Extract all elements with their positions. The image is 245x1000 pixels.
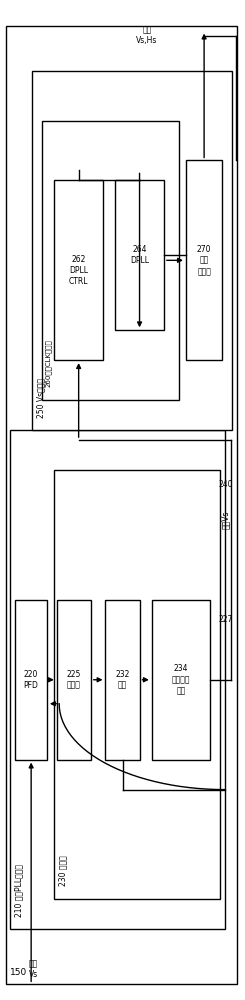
Text: 234
分数步长
控制: 234 分数步长 控制: [172, 664, 190, 695]
Bar: [115, 180, 164, 330]
Text: 270
定时
发生器: 270 定时 发生器: [197, 245, 211, 276]
Bar: [11, 430, 225, 929]
Text: 250 Vs发生器: 250 Vs发生器: [36, 378, 45, 418]
Text: 输入
Vs: 输入 Vs: [29, 959, 38, 979]
Bar: [42, 121, 179, 400]
Text: 240: 240: [219, 480, 233, 489]
Bar: [57, 600, 91, 760]
Bar: [152, 600, 210, 760]
Bar: [54, 470, 220, 899]
Text: 232
修剪: 232 修剪: [115, 670, 130, 690]
Text: 227: 227: [219, 615, 233, 624]
Bar: [15, 600, 47, 760]
Text: 264
DPLL: 264 DPLL: [130, 245, 149, 265]
Text: 输出Vs: 输出Vs: [221, 511, 230, 529]
Bar: [105, 600, 140, 760]
Text: 260像素CLK发生器: 260像素CLK发生器: [45, 339, 52, 387]
Text: 262
DPLL
CTRL: 262 DPLL CTRL: [69, 255, 88, 286]
Bar: [32, 71, 232, 430]
Text: 输出
Vs,Hs: 输出 Vs,Hs: [136, 26, 158, 45]
Text: 210 视频PLL控制器: 210 视频PLL控制器: [14, 864, 23, 917]
Text: 230 限制器: 230 限制器: [58, 856, 67, 886]
Text: 150: 150: [11, 968, 28, 977]
Text: 220
PFD: 220 PFD: [24, 670, 38, 690]
Bar: [186, 160, 222, 360]
Bar: [54, 180, 103, 360]
Text: 225
滤波器: 225 滤波器: [67, 670, 81, 690]
